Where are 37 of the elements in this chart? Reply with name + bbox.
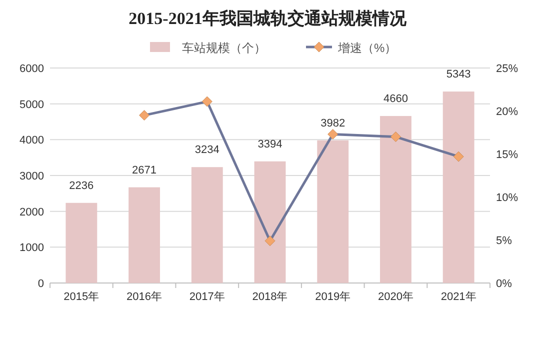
y2-tick-label: 10% <box>496 192 518 204</box>
x-tick-label: 2017年 <box>189 291 225 303</box>
legend-label: 增速（%） <box>337 41 397 55</box>
x-tick-label: 2021年 <box>440 291 476 303</box>
data-label: 2236 <box>69 180 94 192</box>
y-tick-label: 4000 <box>20 134 44 147</box>
data-label: 3982 <box>320 117 346 130</box>
y-tick-label: 2000 <box>20 206 44 218</box>
legend-label: 车站规模（个） <box>182 41 266 55</box>
bar <box>254 161 286 283</box>
bar <box>191 167 223 283</box>
bar <box>317 140 349 283</box>
data-label: 4660 <box>383 93 408 106</box>
bar <box>442 92 474 283</box>
y2-tick-label: 5% <box>496 235 512 247</box>
bar <box>66 202 98 283</box>
y-tick-label: 5000 <box>20 98 44 111</box>
y2-tick-label: 25% <box>496 63 518 75</box>
data-label: 5343 <box>446 68 471 81</box>
x-tick-label: 2019年 <box>315 291 351 303</box>
data-label: 3394 <box>258 138 282 150</box>
bar <box>128 187 160 283</box>
y-tick-label: 3000 <box>20 170 44 182</box>
y-tick-label: 6000 <box>20 63 44 75</box>
bar <box>380 116 412 283</box>
y2-tick-label: 0% <box>496 278 512 290</box>
x-tick-label: 2018年 <box>252 291 288 303</box>
data-label: 2671 <box>132 164 157 176</box>
y2-tick-label: 15% <box>496 149 518 161</box>
x-tick-label: 2015年 <box>64 291 100 303</box>
data-label: 3234 <box>194 144 220 156</box>
y-tick-label: 0 <box>38 278 44 290</box>
y2-tick-label: 20% <box>496 106 518 118</box>
x-tick-label: 2016年 <box>126 291 162 303</box>
y-tick-label: 1000 <box>20 242 44 254</box>
x-tick-label: 2020年 <box>378 291 414 303</box>
chart-title: 2015-2021年我国城轨交通站规模情况 <box>128 9 408 28</box>
